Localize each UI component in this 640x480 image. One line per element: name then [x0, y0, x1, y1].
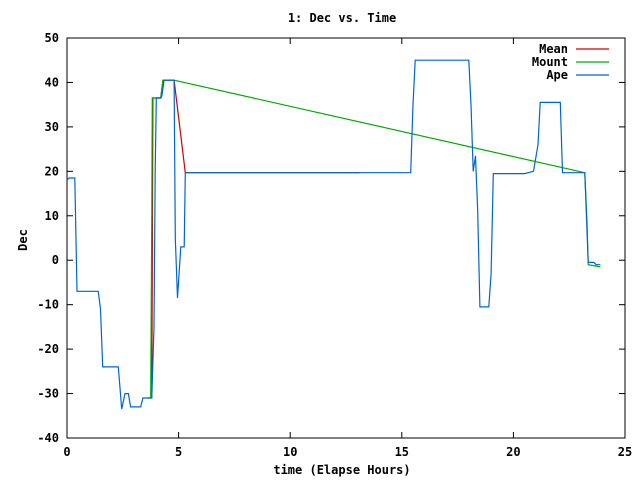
- legend-label: Mean: [539, 42, 568, 56]
- y-tick-label: -40: [37, 431, 59, 445]
- x-tick-label: 25: [618, 445, 632, 459]
- x-axis-label: time (Elapse Hours): [273, 463, 410, 477]
- legend-label: Ape: [546, 68, 568, 82]
- x-tick-label: 5: [175, 445, 182, 459]
- series-line-mount: [147, 79, 601, 399]
- series-line-mean: [151, 79, 360, 399]
- chart-title: 1: Dec vs. Time: [288, 11, 396, 25]
- series-line-ape: [66, 59, 601, 410]
- y-tick-label: -30: [37, 387, 59, 401]
- y-tick-label: 30: [45, 120, 59, 134]
- plot-frame: [66, 37, 626, 439]
- x-tick-label: 20: [506, 445, 520, 459]
- y-tick-label: 50: [45, 31, 59, 45]
- series-lines: [66, 59, 601, 410]
- y-tick-label: 20: [45, 164, 59, 178]
- y-tick-label: 10: [45, 209, 59, 223]
- x-tick-label: 15: [395, 445, 409, 459]
- y-tick-label: -20: [37, 342, 59, 356]
- y-tick-label: 0: [52, 253, 59, 267]
- y-tick-label: -10: [37, 298, 59, 312]
- x-tick-label: 10: [283, 445, 297, 459]
- x-tick-label: 0: [63, 445, 70, 459]
- y-tick-label: 40: [45, 75, 59, 89]
- y-axis-label: Dec: [16, 229, 30, 251]
- axis-ticks: 0 5 10 15 20 25 -40 -30 -20 -10 0 10 20 30 40 50: [37, 31, 632, 459]
- legend-label: Mount: [532, 55, 568, 69]
